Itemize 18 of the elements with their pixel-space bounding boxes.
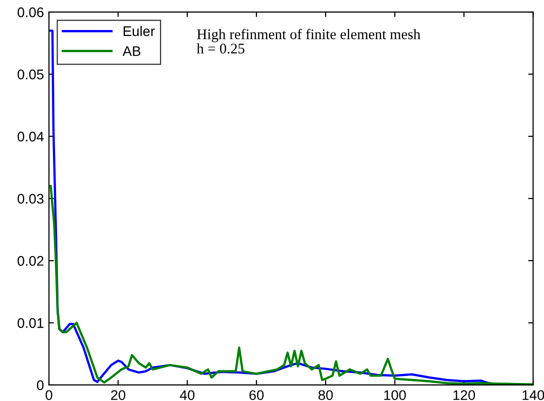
y-tick-label: 0.06: [18, 7, 44, 18]
y-tick-label: 0.05: [18, 70, 44, 80]
y-tick-label: 0.01: [18, 318, 44, 328]
x-tick-label: 20: [111, 390, 126, 400]
x-tick-label: 80: [318, 390, 333, 400]
y-tick-label: 0.04: [18, 132, 44, 142]
x-tick-label: 60: [249, 390, 264, 400]
y-tick-label: 0.03: [18, 194, 44, 204]
legend-label: AB: [122, 46, 140, 56]
annotation: High refinment of finite element mesh h = 0.25: [196, 28, 420, 54]
x-tick-label: 140: [522, 390, 544, 400]
x-tick-label: 0: [46, 390, 52, 400]
x-tick-label: 120: [453, 390, 475, 400]
x-tick-label: 100: [384, 390, 406, 400]
y-tick-label: 0: [36, 380, 44, 390]
y-tick-label: 0.02: [18, 256, 44, 266]
x-tick-label: 40: [180, 390, 194, 400]
legend-label: Euler: [124, 26, 155, 36]
